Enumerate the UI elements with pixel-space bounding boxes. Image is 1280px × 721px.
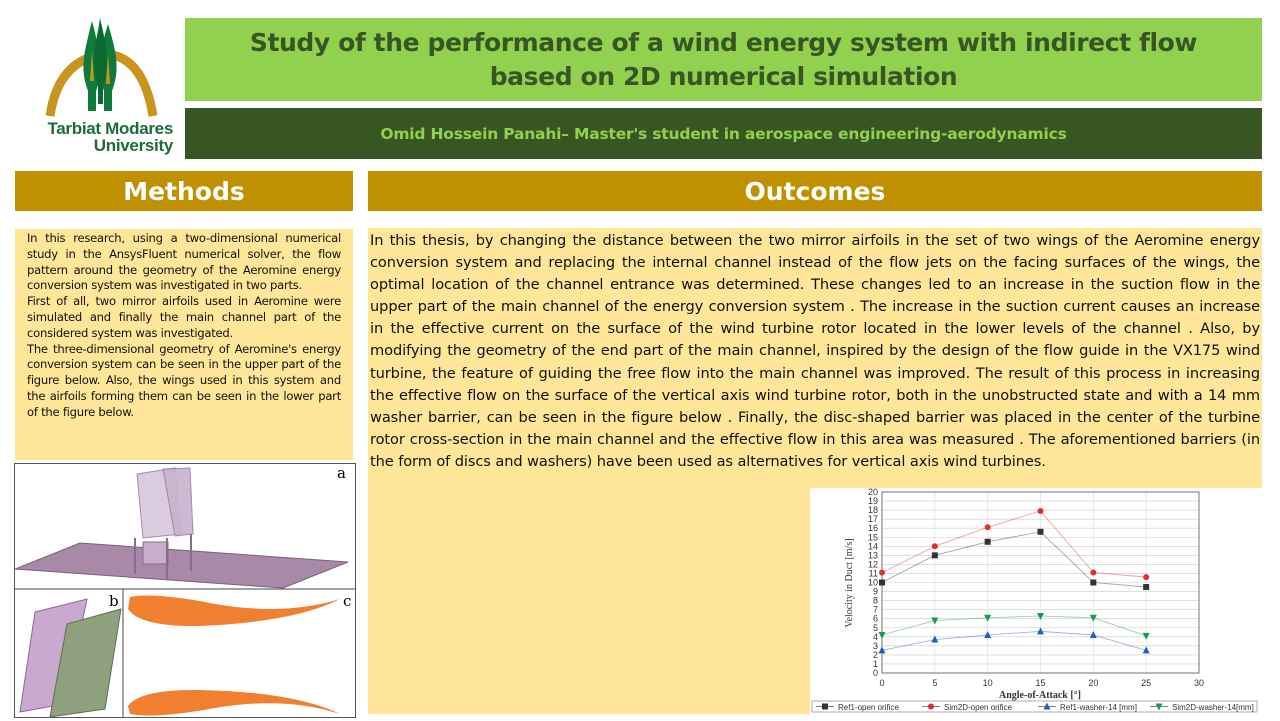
data-point (984, 538, 991, 545)
data-point (984, 524, 991, 531)
y-tick-label: 13 (868, 550, 878, 560)
outcomes-text: In this thesis, by changing the distance… (370, 232, 1260, 470)
data-point (928, 703, 934, 710)
y-tick-label: 10 (868, 578, 878, 588)
y-tick-label: 15 (868, 532, 878, 542)
university-name: Tarbiat Modares University (28, 120, 173, 154)
methods-paragraph: The three-dimensional geometry of Aeromi… (27, 341, 341, 419)
logo-text-line2: University (93, 136, 174, 155)
data-point (1089, 630, 1097, 638)
author-line: Omid Hossein Panahi– Master's student in… (380, 124, 1067, 143)
series-line (881, 510, 1147, 578)
x-tick-label: 5 (932, 678, 937, 688)
data-point (1143, 584, 1150, 591)
data-point (1155, 703, 1163, 711)
data-point (1037, 508, 1044, 515)
title-banner: Study of the performance of a wind energ… (185, 18, 1262, 101)
y-tick-label: 5 (873, 623, 878, 633)
data-point (931, 617, 939, 625)
legend-label: Sim2D-washer-14[mm] (1172, 703, 1254, 712)
series-line (881, 531, 1147, 588)
data-point (879, 569, 885, 576)
poster-title: Study of the performance of a wind energ… (249, 27, 1198, 91)
data-point (1037, 627, 1044, 635)
data-point (1142, 632, 1150, 640)
velocity-chart: Velocity in Duct [m/s] Angle-of-Attack [… (810, 487, 1262, 714)
y-tick-label: 12 (868, 559, 878, 569)
y-tick-label: 20 (868, 488, 878, 497)
y-tick-label: 1 (873, 659, 878, 669)
y-tick-label: 16 (868, 523, 878, 533)
y-tick-label: 14 (868, 541, 878, 551)
data-point (822, 703, 828, 710)
y-tick-label: 0 (873, 668, 878, 678)
logo-text-line1: Tarbiat Modares (47, 119, 173, 138)
panel-label-c: c (343, 592, 351, 610)
data-point (1037, 612, 1044, 620)
x-tick-label: 25 (1141, 678, 1151, 688)
y-tick-label: 4 (873, 632, 878, 642)
data-point (1142, 646, 1150, 654)
y-tick-label: 8 (873, 596, 878, 606)
y-tick-label: 3 (873, 641, 878, 651)
data-point (931, 552, 938, 559)
university-logo (45, 18, 158, 117)
geometry-figure: a b c (14, 463, 356, 718)
data-point (1090, 569, 1097, 576)
x-tick-label: 10 (983, 678, 993, 688)
geometry-illustration: a b c (14, 464, 355, 718)
data-point (984, 630, 992, 638)
y-tick-label: 7 (873, 605, 878, 615)
chart-svg: Velocity in Duct [m/s] Angle-of-Attack [… (811, 487, 1258, 713)
methods-text: In this research, using a two-dimensiona… (15, 229, 353, 460)
y-tick-label: 6 (873, 614, 878, 624)
legend-box (811, 700, 1258, 713)
legend-label: Ref1-open orifice (838, 703, 899, 712)
panel-label-b: b (109, 592, 119, 610)
data-point (879, 579, 885, 586)
y-tick-label: 19 (868, 496, 878, 506)
x-tick-label: 0 (879, 678, 884, 688)
y-tick-label: 11 (869, 568, 878, 578)
data-point (1143, 574, 1150, 581)
data-point (931, 543, 938, 550)
data-point (1037, 528, 1044, 535)
data-point (878, 631, 886, 639)
data-point (984, 614, 992, 622)
x-axis-label: Angle-of-Attack [°] (999, 690, 1081, 701)
y-tick-label: 17 (868, 514, 878, 524)
y-axis-label: Velocity in Duct [m/s] (844, 538, 855, 627)
legend-label: Sim2D-open orifice (944, 703, 1013, 712)
x-tick-label: 30 (1194, 678, 1204, 688)
data-point (931, 635, 939, 643)
series-line (881, 615, 1147, 637)
data-point (878, 646, 886, 654)
y-tick-label: 18 (868, 505, 878, 515)
legend-label: Ref1-washer-14 [mm] (1060, 703, 1137, 712)
author-banner: Omid Hossein Panahi– Master's student in… (185, 108, 1262, 159)
data-point (1043, 702, 1051, 710)
x-tick-label: 20 (1088, 678, 1098, 688)
data-point (1089, 614, 1097, 622)
series-line (881, 630, 1147, 651)
panel-label-a: a (337, 464, 346, 482)
y-tick-label: 2 (873, 650, 878, 660)
methods-paragraph: In this research, using a two-dimensiona… (27, 231, 341, 293)
methods-heading: Methods (15, 171, 353, 211)
methods-paragraph: First of all, two mirror airfoils used i… (27, 294, 341, 340)
x-tick-label: 15 (1035, 678, 1045, 688)
outcomes-heading: Outcomes (368, 171, 1262, 211)
y-tick-label: 9 (873, 587, 878, 597)
data-point (1090, 579, 1097, 586)
